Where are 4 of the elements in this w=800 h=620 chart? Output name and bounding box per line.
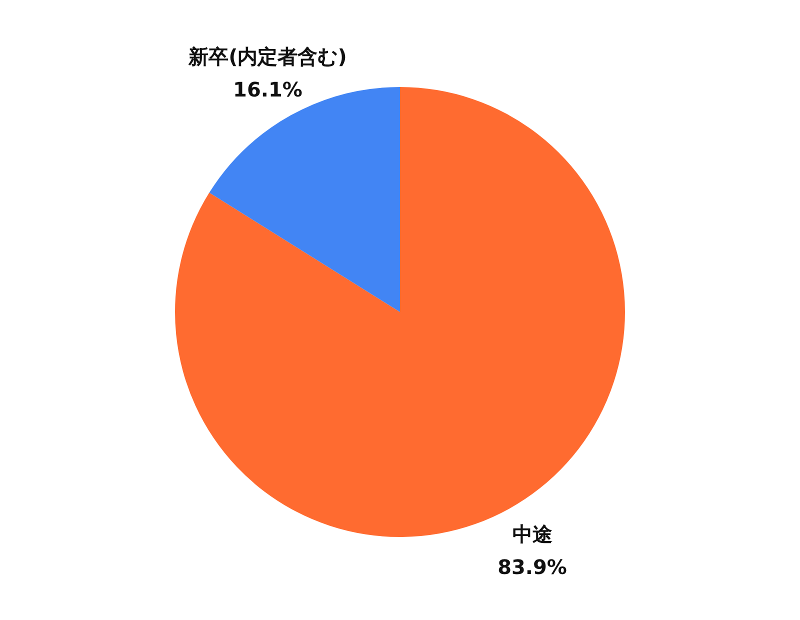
data-label: 83.9%	[498, 555, 567, 580]
slice-label: 新卒(内定者含む)	[188, 44, 347, 68]
data-label: 16.1%	[233, 77, 302, 102]
slice-label: 中途	[512, 522, 552, 546]
